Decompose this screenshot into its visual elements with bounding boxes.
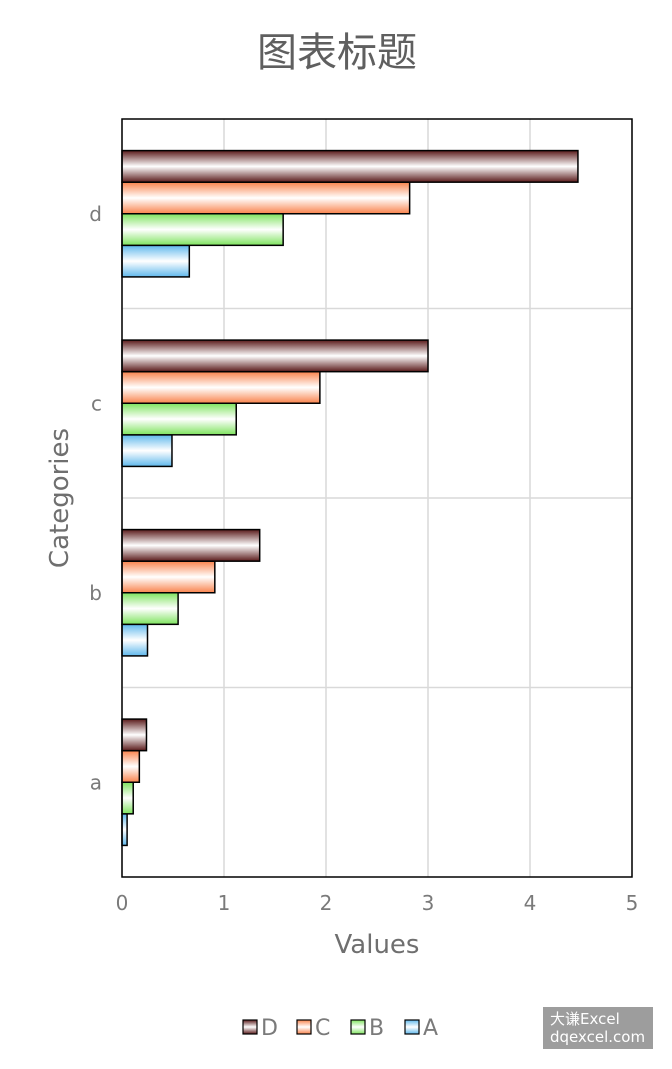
- legend-swatch-D: [242, 1019, 258, 1035]
- legend-swatch-B: [350, 1019, 366, 1035]
- legend-swatch-A: [404, 1019, 420, 1035]
- bar-b-B: [121, 592, 179, 626]
- bar-b-C: [121, 560, 216, 594]
- legend-label-A: A: [423, 1016, 438, 1041]
- legend-swatch-C: [296, 1019, 312, 1035]
- bar-d-B: [121, 213, 284, 247]
- x-tick-label: 0: [116, 891, 129, 915]
- watermark-line-2: dqexcel.com: [550, 1028, 645, 1046]
- bar-a-A: [121, 813, 128, 847]
- bar-d-D: [121, 149, 579, 183]
- bar-d-A: [121, 244, 191, 278]
- bar-c-B: [121, 402, 237, 436]
- bar-b-D: [121, 528, 261, 562]
- bar-a-D: [121, 718, 148, 752]
- legend-label-B: B: [369, 1016, 384, 1041]
- bar-c-A: [121, 434, 173, 468]
- bar-b-A: [121, 623, 149, 657]
- y-axis-title: Categories: [45, 428, 75, 568]
- x-tick-label: 1: [218, 891, 231, 915]
- x-tick-label: 3: [422, 891, 435, 915]
- y-tick-label: b: [89, 581, 102, 605]
- plot-area-border: [121, 118, 633, 878]
- bar-a-C: [121, 749, 141, 784]
- bar-c-D: [121, 339, 429, 373]
- watermark: 大谦Excel dqexcel.com: [543, 1007, 653, 1049]
- legend-label-C: C: [315, 1016, 330, 1041]
- x-axis-title: Values: [335, 930, 420, 960]
- y-tick-label: d: [89, 202, 102, 226]
- bar-d-C: [121, 181, 411, 215]
- bar-c-C: [121, 370, 321, 404]
- y-tick-label: c: [91, 391, 102, 415]
- legend-label-D: D: [261, 1016, 278, 1041]
- x-tick-label: 2: [320, 891, 333, 915]
- bar-a-B: [121, 781, 134, 815]
- x-tick-label: 5: [626, 891, 639, 915]
- chart-title: 图表标题: [257, 30, 417, 76]
- x-tick-label: 4: [524, 891, 537, 915]
- tick-labels: 0 1 2 3 4 5 a b c d: [89, 202, 638, 915]
- y-tick-label: a: [90, 770, 102, 794]
- watermark-line-1: 大谦Excel: [550, 1010, 620, 1028]
